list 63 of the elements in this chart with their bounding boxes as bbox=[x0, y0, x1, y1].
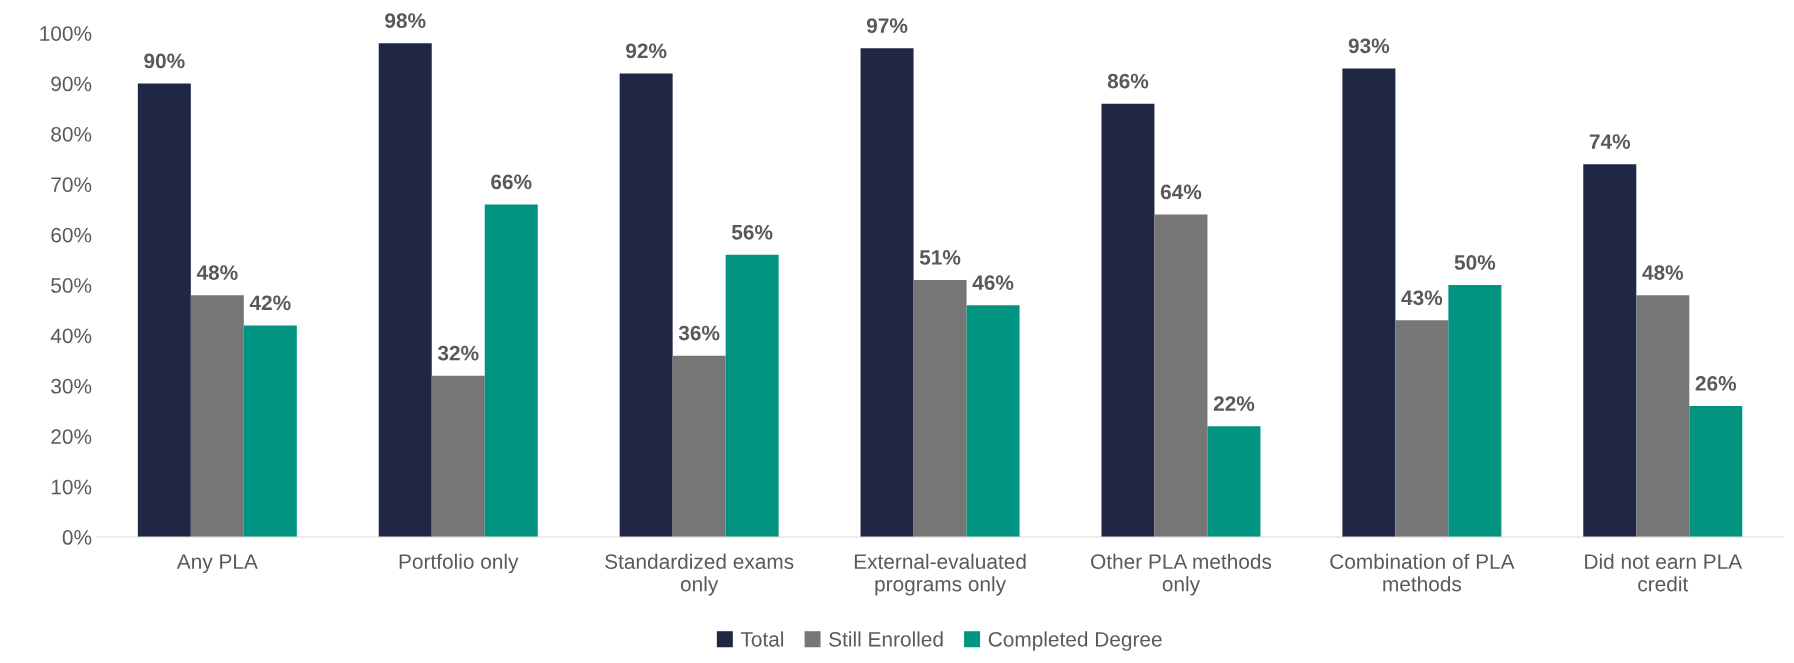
y-tick-label: 50% bbox=[51, 278, 92, 293]
bar bbox=[1342, 68, 1396, 538]
bar bbox=[431, 375, 485, 538]
bar bbox=[1636, 295, 1690, 538]
x-tick-label: Combination of PLA methods bbox=[1330, 553, 1515, 592]
bar bbox=[913, 280, 967, 538]
data-label: 64% bbox=[1160, 184, 1202, 200]
bar bbox=[1583, 164, 1637, 538]
data-label: 42% bbox=[249, 295, 291, 311]
y-tick-label: 40% bbox=[50, 328, 92, 344]
data-label: 48% bbox=[1642, 265, 1684, 280]
y-tick-label: 60% bbox=[51, 227, 92, 243]
legend-label: Total bbox=[740, 631, 784, 647]
data-label: 46% bbox=[972, 275, 1014, 291]
data-label: 26% bbox=[1695, 376, 1737, 391]
x-tick-label: Portfolio only bbox=[399, 553, 519, 574]
data-label: 48% bbox=[196, 265, 238, 280]
data-label: 32% bbox=[437, 345, 479, 361]
data-label: 86% bbox=[1107, 73, 1149, 89]
bar bbox=[1448, 285, 1502, 538]
bar bbox=[137, 83, 191, 538]
x-tick-label: Standardized exams only bbox=[605, 553, 794, 596]
y-tick-label: 30% bbox=[51, 378, 92, 394]
bar bbox=[672, 355, 726, 538]
x-tick-label: External-evaluated programs only bbox=[854, 553, 1026, 596]
legend-label: Still Enrolled bbox=[829, 631, 943, 647]
y-tick-label: 20% bbox=[51, 429, 92, 445]
data-label: 92% bbox=[626, 43, 667, 59]
bar bbox=[966, 305, 1020, 538]
data-label: 43% bbox=[1401, 290, 1443, 306]
data-label: 56% bbox=[731, 224, 773, 240]
bar bbox=[243, 325, 297, 538]
y-tick-label: 0% bbox=[62, 530, 92, 545]
data-label: 51% bbox=[919, 250, 961, 265]
bar bbox=[1395, 320, 1449, 538]
data-label: 97% bbox=[866, 18, 908, 34]
data-label: 36% bbox=[678, 325, 720, 341]
data-label: 98% bbox=[385, 13, 426, 28]
bar bbox=[725, 254, 779, 538]
y-tick-label: 80% bbox=[51, 126, 92, 142]
bar bbox=[1207, 426, 1261, 538]
bar bbox=[1101, 103, 1155, 538]
bar bbox=[484, 204, 538, 538]
bar bbox=[1154, 214, 1208, 538]
data-label: 74% bbox=[1589, 134, 1631, 149]
y-tick-label: 90% bbox=[51, 76, 92, 92]
bar bbox=[860, 48, 914, 538]
bar bbox=[190, 295, 244, 538]
x-tick-label: Any PLA bbox=[176, 554, 258, 574]
data-label: 50% bbox=[1454, 255, 1496, 270]
x-tick-label: Other PLA methods only bbox=[1091, 553, 1272, 596]
y-tick-label: 10% bbox=[51, 479, 92, 495]
y-tick-label: 70% bbox=[51, 177, 92, 193]
data-label: 93% bbox=[1348, 38, 1390, 54]
data-label: 90% bbox=[144, 53, 185, 69]
bar bbox=[378, 43, 432, 538]
x-tick-label: Did not earn PLA credit bbox=[1585, 553, 1743, 592]
y-tick-label: 100% bbox=[40, 26, 92, 41]
legend-label: Completed Degree bbox=[988, 631, 1162, 651]
data-label: 22% bbox=[1213, 396, 1255, 411]
bar bbox=[1689, 406, 1743, 538]
bar bbox=[619, 73, 673, 538]
data-label: 66% bbox=[491, 174, 532, 190]
